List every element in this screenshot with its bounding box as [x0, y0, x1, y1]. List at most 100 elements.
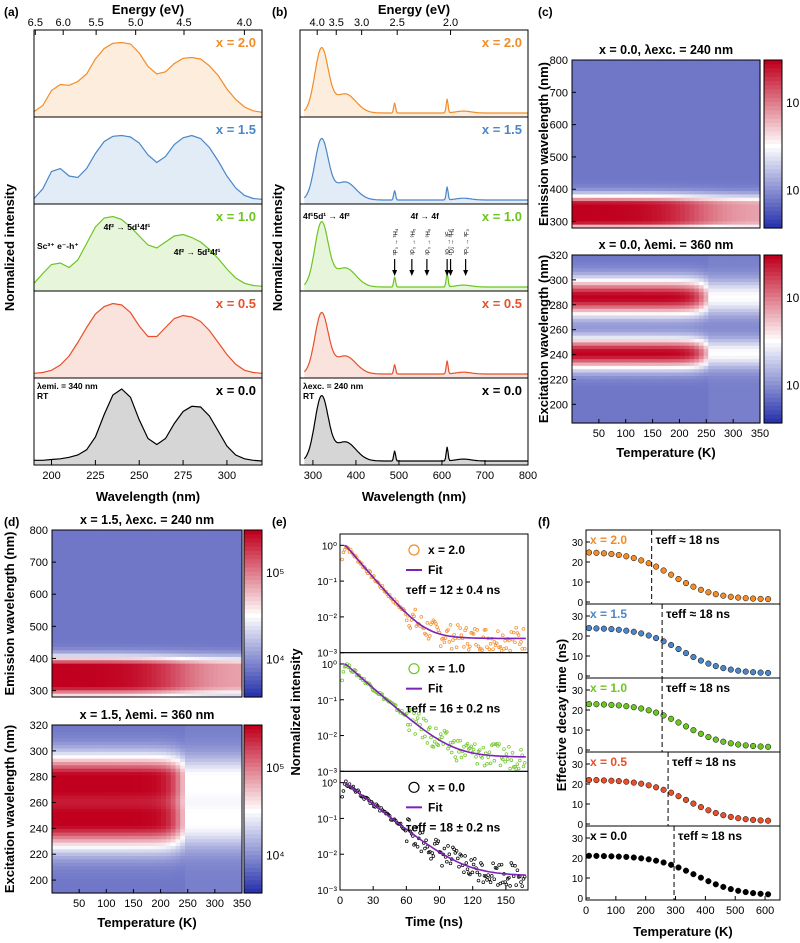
heatmap-cell — [85, 546, 91, 551]
heatmap-cell — [708, 365, 714, 370]
heatmap-cell — [703, 123, 709, 128]
heatmap-cell — [675, 332, 681, 337]
heatmap-cell — [727, 382, 733, 387]
heatmap-cell — [670, 365, 676, 370]
heatmap-cell — [604, 412, 611, 417]
heatmap-cell — [717, 120, 723, 125]
heatmap-cell — [717, 379, 723, 384]
heatmap-cell — [572, 379, 578, 384]
heatmap-cell — [689, 258, 695, 263]
heatmap-cell — [633, 355, 639, 360]
heatmap-cell — [619, 332, 625, 337]
heatmap-cell — [572, 278, 578, 283]
heatmap-cell — [614, 96, 620, 101]
heatmap-cell — [647, 204, 653, 209]
heatmap-cell — [727, 328, 733, 333]
heatmap-cell — [741, 339, 747, 343]
heatmap-cell — [647, 103, 653, 108]
heatmap-cell — [722, 164, 728, 169]
heatmap-cell — [75, 553, 82, 558]
heatmap-cell — [572, 191, 578, 195]
heatmap-cell — [600, 93, 606, 98]
heatmap-cell — [680, 130, 686, 135]
heatmap-cell — [694, 402, 700, 407]
heatmap-cell — [750, 63, 756, 68]
heatmap-cell — [745, 369, 752, 374]
heatmap-cell — [581, 392, 587, 397]
heatmap-cell — [600, 83, 606, 88]
heatmap-cell — [670, 123, 676, 128]
heatmap-cell — [614, 298, 620, 303]
heatmap-cell — [736, 419, 742, 424]
heatmap-cell — [628, 80, 634, 85]
heatmap-cell — [670, 419, 676, 424]
heatmap-cell — [623, 386, 629, 390]
heatmap-cell — [604, 204, 611, 209]
heatmap-cell — [75, 583, 82, 588]
heatmap-cell — [703, 291, 709, 296]
heatmap-cell — [694, 123, 700, 128]
heatmap-cell — [637, 201, 644, 206]
heatmap-cell — [717, 308, 723, 313]
heatmap-cell — [675, 207, 681, 212]
heatmap-cell — [684, 359, 691, 364]
heatmap-cell — [576, 211, 582, 216]
heatmap-cell — [600, 325, 606, 330]
heatmap-cell — [684, 318, 691, 323]
heatmap-cell — [61, 636, 67, 641]
heatmap-cell — [642, 345, 648, 350]
heatmap-cell — [609, 144, 615, 148]
heatmap-cell — [651, 83, 658, 88]
heatmap-cell — [694, 140, 700, 145]
heatmap-cell — [651, 332, 658, 337]
heatmap-cell — [717, 278, 723, 283]
heatmap-cell — [741, 76, 747, 81]
heatmap-cell — [736, 211, 742, 216]
heatmap-cell — [717, 382, 723, 387]
heatmap-cell — [600, 271, 606, 276]
heatmap-cell — [633, 157, 639, 162]
heatmap-cell — [684, 308, 691, 313]
heatmap-cell — [745, 271, 752, 276]
heatmap-cell — [731, 298, 738, 303]
heatmap-cell — [745, 382, 752, 387]
heatmap-cell — [741, 308, 747, 313]
heatmap-cell — [675, 224, 681, 229]
heatmap-cell — [600, 103, 606, 108]
heatmap-cell — [623, 295, 629, 300]
heatmap-cell — [698, 372, 705, 377]
heatmap-cell — [731, 406, 738, 411]
heatmap-cell — [633, 96, 639, 101]
heatmap-cell — [619, 308, 625, 313]
panel-label: (a) — [4, 5, 19, 19]
heatmap-cell — [572, 315, 578, 320]
heatmap-cell — [604, 355, 611, 360]
heatmap-cell — [680, 409, 686, 414]
heatmap-cell — [614, 140, 620, 145]
heatmap-cell — [727, 157, 733, 162]
heatmap-cell — [595, 140, 601, 145]
heatmap-cell — [642, 369, 648, 374]
heatmap-cell — [619, 365, 625, 370]
heatmap-cell — [595, 83, 601, 88]
heatmap-cell — [642, 288, 648, 293]
heatmap-cell — [666, 369, 672, 374]
heatmap-cell — [71, 640, 77, 645]
heatmap-cell — [586, 349, 592, 354]
heatmap-cell — [651, 100, 658, 105]
heatmap-cell — [633, 103, 639, 108]
heatmap-cell — [600, 335, 606, 340]
heatmap-cell — [595, 392, 601, 397]
heatmap-cell — [52, 613, 58, 618]
heatmap-cell — [576, 144, 582, 148]
heatmap-cell — [647, 147, 653, 152]
heatmap-cell — [703, 359, 709, 364]
heatmap-cell — [56, 586, 63, 591]
heatmap-cell — [741, 396, 747, 401]
heatmap-cell — [600, 187, 606, 192]
heatmap-cell — [604, 308, 611, 313]
heatmap-cell — [600, 174, 606, 179]
heatmap-cell — [604, 335, 611, 340]
x-tick-label: 50 — [593, 428, 605, 440]
heatmap-cell — [619, 399, 625, 404]
